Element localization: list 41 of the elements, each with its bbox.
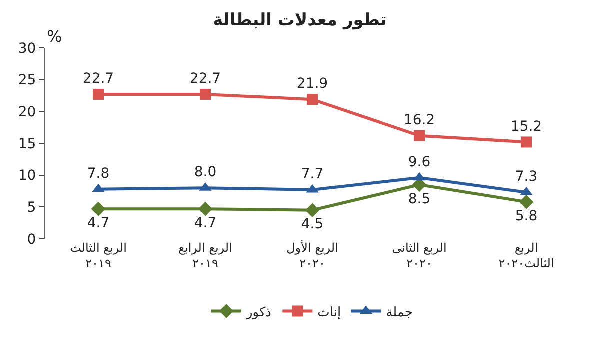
point <box>519 194 534 210</box>
point <box>307 94 318 106</box>
point <box>305 203 320 218</box>
chart-title: تطور معدلات البطالة <box>213 10 387 30</box>
data-label: 8.0 <box>194 164 217 181</box>
data-label: 21.9 <box>296 76 328 92</box>
data-label: 7.8 <box>87 166 110 182</box>
data-label: 7.7 <box>301 166 324 183</box>
y-tick-label: 20 <box>18 104 36 121</box>
y-axis-title: % <box>47 27 62 46</box>
point <box>200 88 211 100</box>
y-tick-label: 25 <box>18 72 36 89</box>
data-label: 9.6 <box>408 154 431 171</box>
data-label: 22.7 <box>82 71 114 88</box>
x-tick-label: الربع الثالث ٢٠١٩ <box>70 241 127 271</box>
legend-label: إناث <box>318 305 342 320</box>
data-label: 16.2 <box>404 112 436 128</box>
y-tick-label: 10 <box>18 168 36 184</box>
data-label: 5.8 <box>515 208 538 224</box>
point <box>93 88 104 100</box>
x-tick-label: الربع الأول ٢٠٢٠ <box>286 240 338 271</box>
data-label: 7.3 <box>515 169 538 186</box>
data-label: 4.5 <box>301 216 324 233</box>
data-label: 15.2 <box>510 118 542 135</box>
legend-label: ذكور <box>246 305 272 320</box>
data-label: 4.7 <box>87 215 110 232</box>
point <box>198 202 213 216</box>
y-tick-label: 0 <box>27 232 36 248</box>
data-label: 4.7 <box>194 215 217 232</box>
data-label: 22.7 <box>190 71 222 88</box>
y-tick-label: 15 <box>18 136 36 152</box>
x-tick-label: الربع الثالث٢٠٢٠ <box>498 241 554 271</box>
point <box>414 130 425 142</box>
legend-label: جملة <box>386 305 413 320</box>
point <box>521 136 532 148</box>
y-tick-label: 30 <box>18 40 36 57</box>
data-label: 8.5 <box>408 191 431 208</box>
point <box>91 202 106 216</box>
y-tick-label: 5 <box>27 200 36 216</box>
x-tick-label: الربع الرابع ٢٠١٩ <box>178 241 232 271</box>
x-tick-label: الربع الثانى ٢٠٢٠ <box>392 241 447 271</box>
